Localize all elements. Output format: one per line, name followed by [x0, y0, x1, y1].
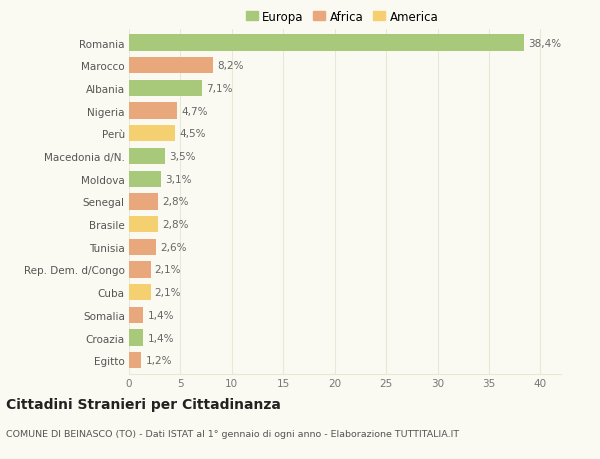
Bar — [129, 262, 151, 278]
Bar — [129, 35, 524, 51]
Bar — [129, 126, 175, 142]
Bar — [129, 307, 143, 323]
Bar — [129, 58, 214, 74]
Text: 4,5%: 4,5% — [179, 129, 206, 139]
Text: 1,4%: 1,4% — [148, 333, 174, 343]
Text: Cittadini Stranieri per Cittadinanza: Cittadini Stranieri per Cittadinanza — [6, 397, 281, 411]
Text: 3,5%: 3,5% — [169, 151, 196, 162]
Bar — [129, 149, 165, 165]
Text: 8,2%: 8,2% — [217, 61, 244, 71]
Text: 1,2%: 1,2% — [145, 356, 172, 365]
Text: 2,8%: 2,8% — [162, 197, 188, 207]
Bar — [129, 171, 161, 187]
Text: 7,1%: 7,1% — [206, 84, 233, 94]
Text: 2,1%: 2,1% — [155, 287, 181, 297]
Text: 38,4%: 38,4% — [528, 39, 561, 48]
Bar — [129, 285, 151, 301]
Text: 4,7%: 4,7% — [181, 106, 208, 117]
Legend: Europa, Africa, America: Europa, Africa, America — [244, 8, 440, 26]
Bar — [129, 330, 143, 346]
Bar — [129, 194, 158, 210]
Text: 3,1%: 3,1% — [165, 174, 191, 185]
Bar — [129, 217, 158, 233]
Text: 1,4%: 1,4% — [148, 310, 174, 320]
Text: 2,8%: 2,8% — [162, 219, 188, 230]
Bar — [129, 353, 142, 369]
Text: 2,1%: 2,1% — [155, 265, 181, 275]
Bar — [129, 81, 202, 97]
Text: COMUNE DI BEINASCO (TO) - Dati ISTAT al 1° gennaio di ogni anno - Elaborazione T: COMUNE DI BEINASCO (TO) - Dati ISTAT al … — [6, 429, 459, 438]
Bar — [129, 103, 178, 119]
Bar — [129, 239, 156, 255]
Text: 2,6%: 2,6% — [160, 242, 187, 252]
